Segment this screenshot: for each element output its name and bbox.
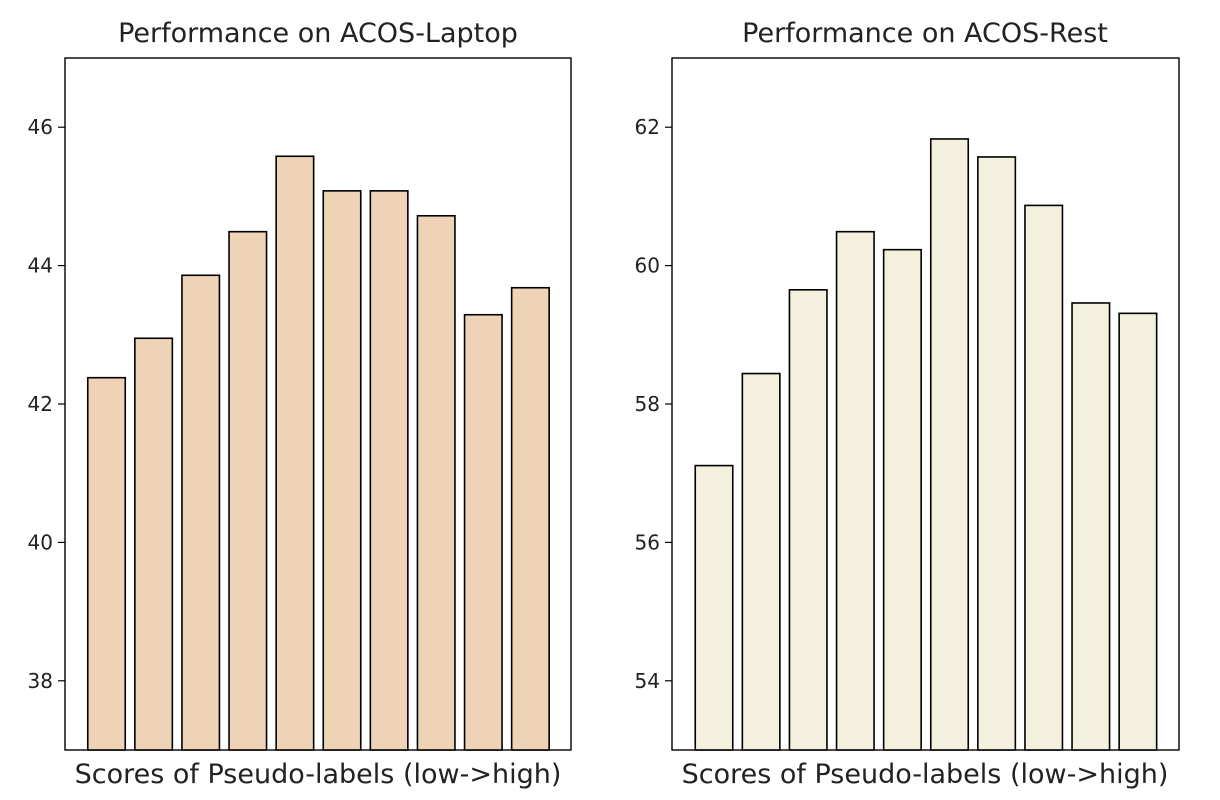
bar: [463, 313, 503, 751]
bar: [741, 372, 781, 751]
y-tick-label: 42: [28, 392, 53, 416]
bar: [228, 230, 268, 751]
y-axis-ticks: 38 40 42 44 46: [28, 115, 65, 693]
bar: [929, 138, 970, 751]
bar: [694, 464, 734, 751]
y-tick-label: 40: [28, 530, 53, 554]
bar: [134, 337, 174, 751]
chart-title: Performance on ACOS-Rest: [742, 18, 1108, 49]
chart-title: Performance on ACOS-Laptop: [118, 18, 518, 49]
bar: [416, 214, 456, 751]
bar: [788, 289, 828, 751]
y-tick-label: 56: [635, 530, 660, 554]
chart-panel-laptop: Performance on ACOS-Laptop 38 40 42 44 46 Sc…: [28, 18, 572, 790]
y-axis-ticks: 54 56 58 60 62: [635, 115, 672, 693]
x-axis-label: Scores of Pseudo-labels (low->high): [682, 759, 1169, 790]
y-tick-label: 54: [635, 669, 660, 693]
bar: [369, 190, 409, 751]
bar: [835, 230, 875, 751]
bar: [882, 248, 922, 751]
bar-group: [86, 155, 550, 751]
bar: [1071, 302, 1111, 751]
y-tick-label: 62: [635, 115, 660, 139]
bar: [1118, 312, 1158, 751]
bar: [322, 190, 362, 751]
x-axis-label: Scores of Pseudo-labels (low->high): [75, 759, 562, 790]
bar: [510, 286, 550, 751]
y-tick-label: 38: [28, 669, 53, 693]
chart-panel-rest: Performance on ACOS-Rest 54 56 58 60 62 Scor…: [635, 18, 1180, 790]
bar: [977, 156, 1017, 751]
bar: [275, 155, 315, 751]
bar: [181, 274, 221, 751]
y-tick-label: 58: [635, 392, 660, 416]
y-tick-label: 44: [28, 254, 53, 278]
bar-group: [694, 138, 1158, 751]
y-tick-label: 46: [28, 115, 53, 139]
bar: [86, 376, 127, 751]
y-tick-label: 60: [635, 254, 660, 278]
bar: [1024, 204, 1064, 751]
